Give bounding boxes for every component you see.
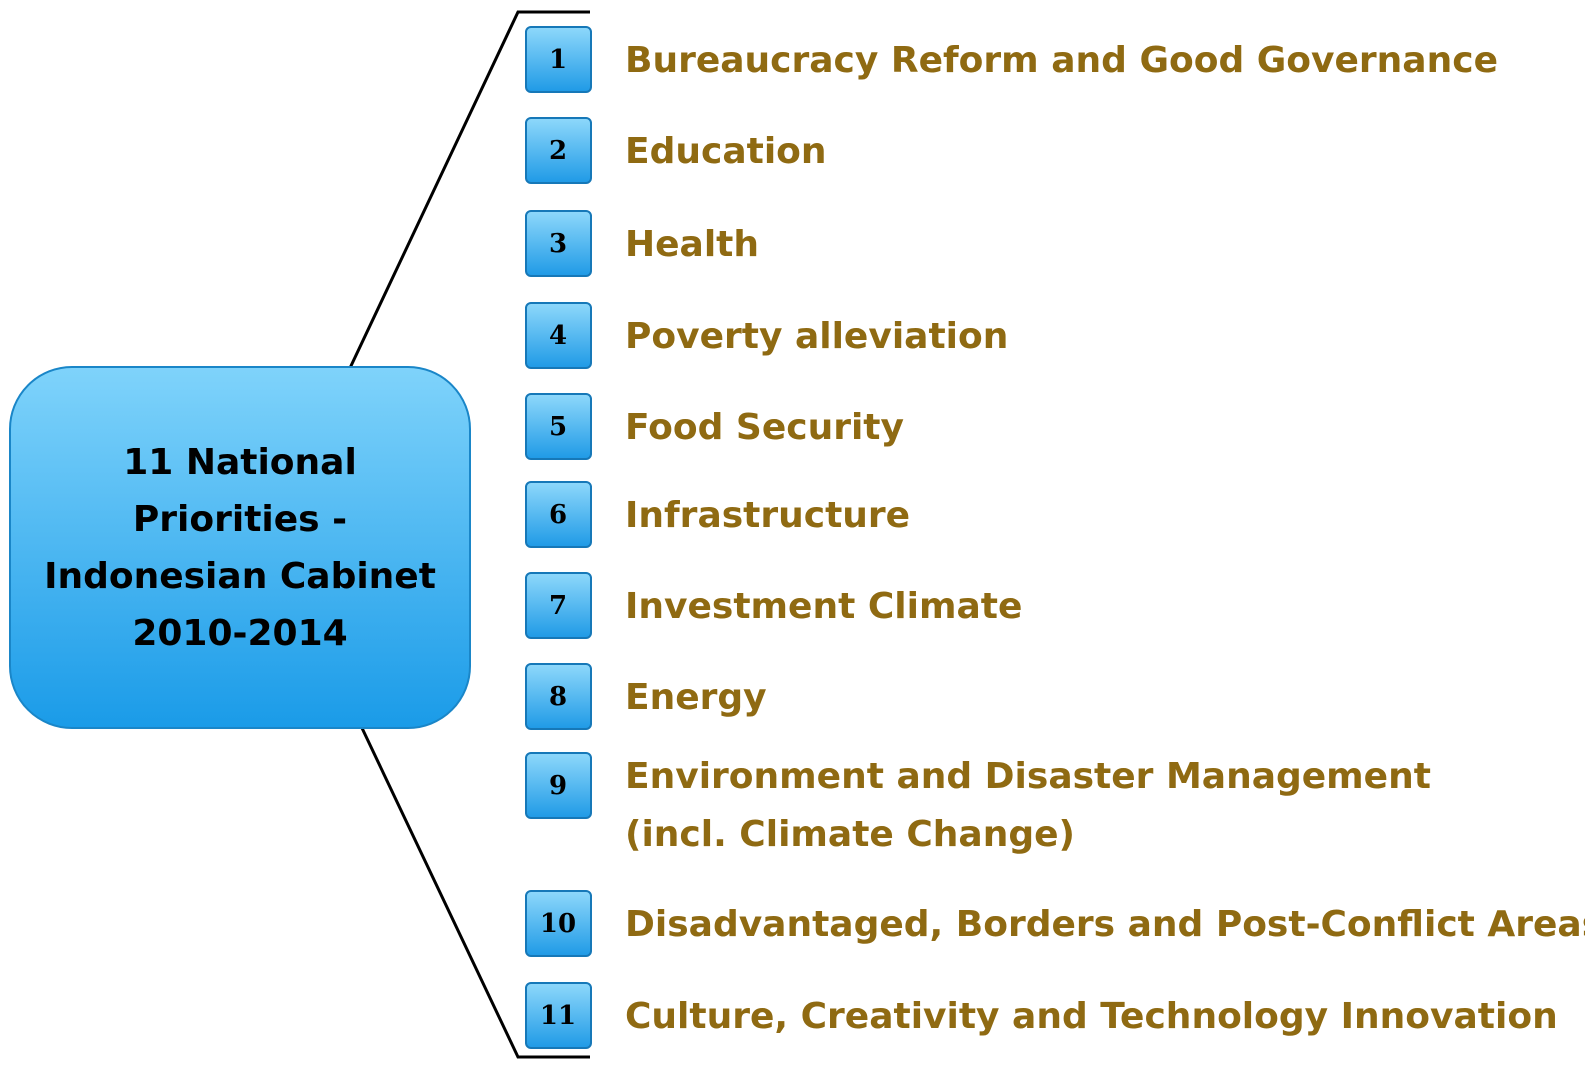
number: 5 bbox=[549, 412, 567, 442]
item-label: Environment and Disaster Management bbox=[625, 756, 1431, 797]
item: 9 Environment and Disaster Management (inc… bbox=[525, 752, 1431, 855]
item: 11 Culture, Creativity and Technology Inn… bbox=[525, 982, 1558, 1049]
item: 8 Energy bbox=[525, 663, 767, 730]
number-box bbox=[525, 572, 592, 639]
number: 10 bbox=[540, 909, 576, 939]
center-box bbox=[9, 366, 471, 729]
number-box bbox=[525, 982, 592, 1049]
center-line: Indonesian Cabinet bbox=[44, 556, 436, 597]
item: 3 Health bbox=[525, 210, 759, 277]
item: 1 Bureaucracy Reform and Good Governance bbox=[525, 26, 1498, 93]
item-label: Bureaucracy Reform and Good Governance bbox=[625, 40, 1498, 81]
number-box bbox=[525, 752, 592, 819]
number-box bbox=[525, 663, 592, 730]
number-box bbox=[525, 26, 592, 93]
item: 7 Investment Climate bbox=[525, 572, 1022, 639]
item-label: Poverty alleviation bbox=[625, 316, 1008, 357]
item-label: (incl. Climate Change) bbox=[625, 814, 1075, 855]
item-label: Infrastructure bbox=[625, 495, 910, 536]
center-line: Priorities - bbox=[133, 499, 347, 540]
number-box bbox=[525, 481, 592, 548]
item: 2 Education bbox=[525, 117, 827, 184]
number-box bbox=[525, 890, 592, 957]
number: 8 bbox=[549, 682, 567, 712]
number-box bbox=[525, 117, 592, 184]
number-box bbox=[525, 302, 592, 369]
number-box bbox=[525, 393, 592, 460]
item-label: Investment Climate bbox=[625, 586, 1022, 627]
center-line: 2010-2014 bbox=[132, 613, 347, 654]
center-text: 11 National Priorities - Indonesian Cabine… bbox=[44, 442, 436, 654]
number: 4 bbox=[549, 321, 567, 351]
center-line: 11 National bbox=[123, 442, 357, 483]
item-label: Education bbox=[625, 131, 827, 172]
item-label: Disadvantaged, Borders and Post-Conflict… bbox=[625, 904, 1585, 945]
item: 10 Disadvantaged, Borders and Post-Confli… bbox=[525, 890, 1585, 957]
item-label: Food Security bbox=[625, 407, 904, 448]
item: 6 Infrastructure bbox=[525, 481, 910, 548]
number: 2 bbox=[549, 136, 567, 166]
bracket-bottom bbox=[360, 727, 590, 1059]
number: 3 bbox=[549, 229, 567, 259]
number-box bbox=[525, 210, 592, 277]
item: 5 Food Security bbox=[525, 393, 904, 460]
number: 9 bbox=[549, 771, 567, 801]
item-label: Energy bbox=[625, 677, 767, 718]
item-label: Culture, Creativity and Technology Innov… bbox=[625, 996, 1558, 1037]
item-list: 1 Bureaucracy Reform and Good Governance 2… bbox=[525, 26, 1585, 1049]
number: 6 bbox=[549, 500, 567, 530]
bracket-top bbox=[348, 10, 590, 369]
number: 1 bbox=[549, 45, 567, 75]
number: 7 bbox=[549, 591, 567, 621]
number: 11 bbox=[540, 1001, 576, 1031]
item-label: Health bbox=[625, 224, 759, 265]
item: 4 Poverty alleviation bbox=[525, 302, 1008, 369]
